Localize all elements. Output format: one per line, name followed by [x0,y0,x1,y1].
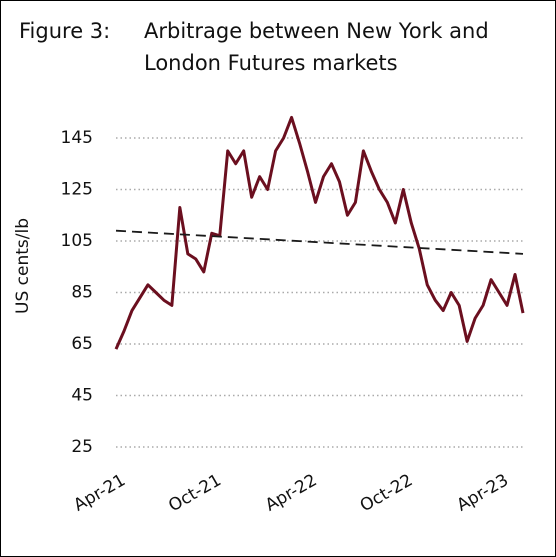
x-tick-label: Apr-22 [262,470,321,515]
price-line [114,115,525,350]
x-tick-label: Oct-22 [357,470,417,516]
y-tick-label: 145 [61,128,93,148]
y-tick-label: 45 [71,386,93,406]
figure-label: Figure 3: [19,19,111,43]
y-tick-label: 65 [71,334,93,354]
y-tick-label: 25 [71,437,93,457]
trend-line [115,229,524,255]
y-tick-label: 85 [71,283,93,303]
x-tick-label: Apr-23 [453,470,512,515]
y-tick-label: 125 [61,180,93,200]
y-tick-label: 105 [61,231,93,251]
header: Figure 3: Arbitrage between New York and… [19,19,514,79]
x-tick-label: Apr-21 [70,470,129,515]
x-tick-label: Oct-21 [165,470,225,516]
y-axis-label: US cents/lb [13,218,33,314]
chart-title: Arbitrage between New York and London Fu… [144,19,489,75]
